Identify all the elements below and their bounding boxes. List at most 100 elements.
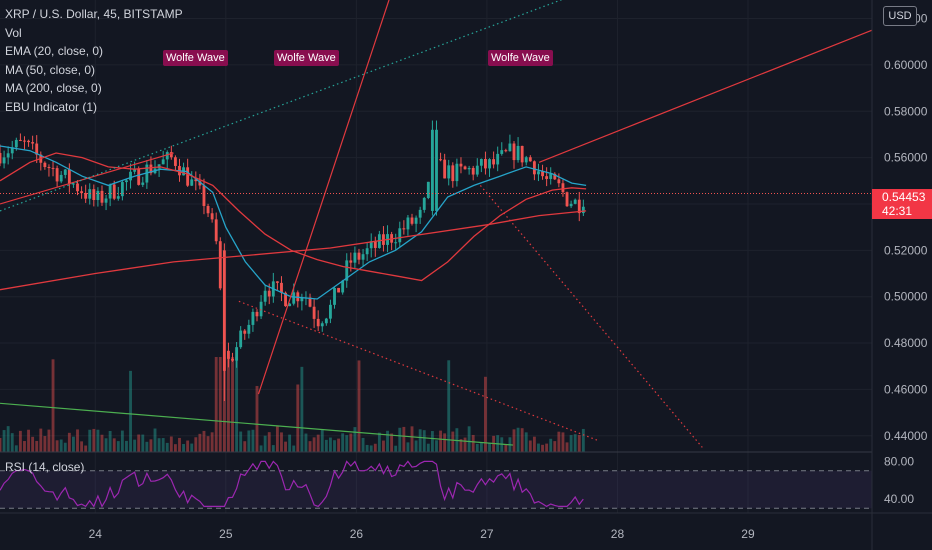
last-price-value: 0.54453 <box>882 190 926 204</box>
price-tick-label: 0.52000 <box>884 243 928 257</box>
candle-body <box>0 152 2 164</box>
volume-bar <box>108 430 112 452</box>
candle-body <box>361 254 365 260</box>
price-tick-label: 0.44000 <box>884 429 928 443</box>
candle-body <box>51 167 55 169</box>
candle-body <box>80 191 84 194</box>
price-tick-label: 0.48000 <box>884 336 928 350</box>
volume-bar <box>345 435 349 452</box>
legend-ma50[interactable]: MA (50, close, 0) <box>5 62 96 77</box>
volume-bar <box>410 426 414 452</box>
candle-body <box>112 184 116 199</box>
volume-bar <box>369 445 373 452</box>
candle-body <box>557 179 561 184</box>
candle-body <box>308 297 312 307</box>
candle-body <box>149 164 153 174</box>
wolfe-wave-badge[interactable]: Wolfe Wave <box>488 50 553 66</box>
volume-bar <box>182 444 185 452</box>
volume-bar <box>112 438 116 452</box>
candle-body <box>6 153 10 158</box>
legend-ema[interactable]: EMA (20, close, 0) <box>5 44 104 58</box>
volume-bar <box>63 442 67 452</box>
volume-bar <box>320 429 324 452</box>
volume-bar <box>488 443 491 452</box>
volume-bar <box>198 433 202 452</box>
volume-bar <box>357 360 361 452</box>
candle-body <box>239 330 243 348</box>
legend-vol[interactable]: Vol <box>5 25 22 40</box>
volume-bar <box>178 437 181 452</box>
volume-bar <box>328 437 332 452</box>
volume-bar <box>308 441 312 452</box>
candle-body <box>426 181 430 198</box>
volume-bar <box>259 445 263 452</box>
legend-ebu[interactable]: EBU Indicator (1) <box>5 99 98 114</box>
volume-bar <box>157 438 161 452</box>
volume-bar <box>67 432 71 452</box>
candle-body <box>406 217 410 230</box>
candle-body <box>202 185 206 206</box>
volume-bar <box>194 437 198 452</box>
candle-body <box>414 217 418 224</box>
candle-body <box>227 350 230 359</box>
volume-bar <box>553 441 557 452</box>
time-tick-label: 26 <box>350 527 364 541</box>
volume-bar <box>459 439 463 452</box>
volume-bar <box>524 432 528 452</box>
candle-body <box>27 140 30 143</box>
candle-body <box>345 260 349 281</box>
candle-body <box>72 183 75 185</box>
candle-body <box>479 158 483 166</box>
wolfe-wave-line <box>0 402 514 446</box>
volume-bar <box>386 430 389 452</box>
volume-bar <box>239 431 243 452</box>
volume-bar <box>173 444 177 452</box>
candle-body <box>353 252 357 263</box>
volume-bar <box>398 427 402 452</box>
volume-bar <box>27 429 30 452</box>
legend-ma200[interactable]: MA (200, close, 0) <box>5 81 102 95</box>
wolfe-wave-badge[interactable]: Wolfe Wave <box>163 50 228 66</box>
volume-bar <box>165 442 169 452</box>
volume-bar <box>537 443 540 452</box>
candle-body <box>320 323 324 327</box>
grid-lines <box>0 0 872 513</box>
volume-bar <box>341 433 345 452</box>
candle-body <box>43 162 47 168</box>
currency-button[interactable]: USD <box>883 6 917 26</box>
candle-body <box>324 318 328 324</box>
volume-bar <box>565 442 569 452</box>
volume-bar <box>435 440 438 452</box>
volume-bar <box>31 436 35 452</box>
volume-bar <box>14 445 18 452</box>
price-tick-label: 0.50000 <box>884 290 928 304</box>
volume-bar <box>210 432 214 452</box>
rsi-legend[interactable]: RSI (14, close) <box>5 460 85 474</box>
candle-body <box>255 311 259 317</box>
time-axis-labels: 24 25 26 27 28 29 <box>89 527 755 541</box>
volume-bar <box>116 441 120 452</box>
symbol-title[interactable]: XRP / U.S. Dollar, 45, BITSTAMP <box>5 7 183 21</box>
candle-body <box>280 282 283 293</box>
time-tick-label: 24 <box>89 527 103 541</box>
wolfe-wave-badge[interactable]: Wolfe Wave <box>274 50 339 66</box>
volume-bar <box>10 433 14 452</box>
candle-body <box>410 217 414 224</box>
volume-bar <box>337 438 341 452</box>
time-tick-label: 28 <box>611 527 625 541</box>
ma-200-line <box>0 210 587 291</box>
candle-body <box>488 159 491 169</box>
candle-body <box>137 168 141 185</box>
volume-bar <box>439 430 442 452</box>
volume-bar <box>447 360 451 452</box>
candle-body <box>76 183 79 192</box>
volume-bar <box>169 436 173 452</box>
candle-body <box>561 183 565 193</box>
candle-body <box>549 173 553 179</box>
volume-bar <box>577 434 581 452</box>
volume-bar <box>300 366 304 452</box>
volume-bar <box>222 357 226 452</box>
candle-body <box>104 198 108 203</box>
